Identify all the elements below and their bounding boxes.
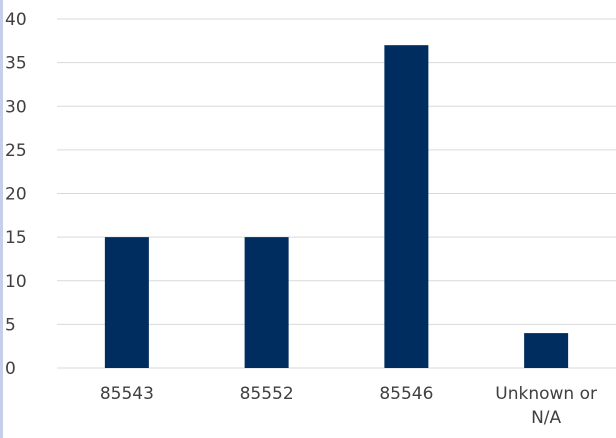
x-category-label: Unknown or xyxy=(495,384,597,404)
y-tick-label: 5 xyxy=(5,315,16,335)
bar-unknown-or-n-a xyxy=(524,333,569,368)
x-category-label: 85543 xyxy=(100,384,154,404)
gridlines xyxy=(57,18,616,369)
x-category-label: N/A xyxy=(531,408,561,428)
bar-85552 xyxy=(244,237,289,368)
y-tick-label: 30 xyxy=(5,97,27,117)
y-axis-tick-labels: 0 5 10 15 20 25 30 35 40 xyxy=(5,10,27,379)
y-tick-label: 20 xyxy=(5,185,27,205)
x-axis-category-labels: 85543 85552 85546 Unknown or N/A xyxy=(100,384,597,428)
left-edge-strip xyxy=(0,0,3,438)
bar-85546 xyxy=(384,45,429,369)
x-category-label: 85546 xyxy=(379,384,433,404)
x-category-label: 85552 xyxy=(240,384,294,404)
y-tick-label: 40 xyxy=(5,10,27,30)
y-tick-label: 10 xyxy=(5,272,27,292)
y-tick-label: 25 xyxy=(5,141,27,161)
bars xyxy=(104,45,569,369)
bar-85543 xyxy=(104,237,149,368)
y-tick-label: 15 xyxy=(5,228,27,248)
y-tick-label: 0 xyxy=(5,359,16,379)
y-tick-label: 35 xyxy=(5,54,27,74)
